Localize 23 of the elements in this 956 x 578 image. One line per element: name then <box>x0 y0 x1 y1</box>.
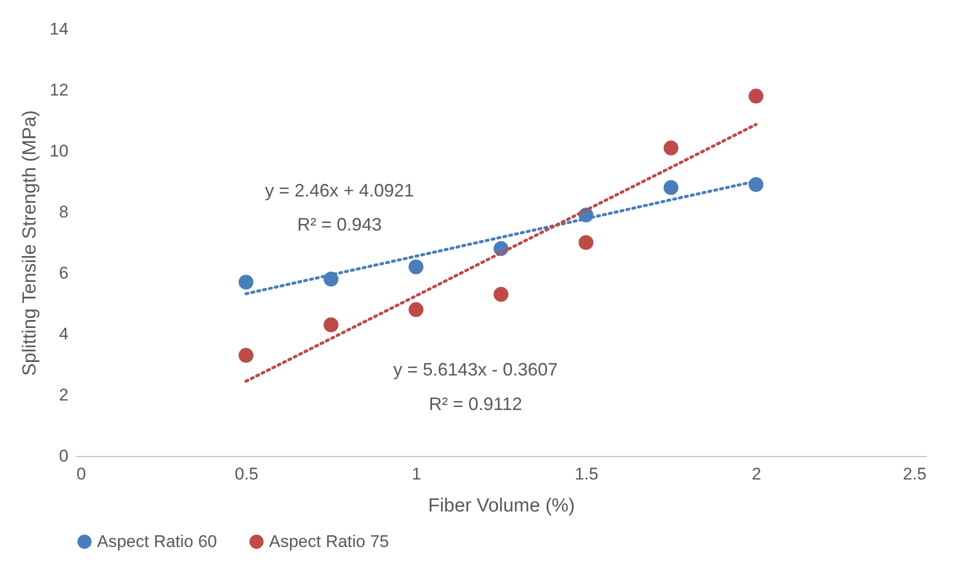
y-tick-label: 0 <box>59 446 68 466</box>
annotation: y = 2.46x + 4.0921 <box>264 180 414 200</box>
legend-label: Aspect Ratio 60 <box>97 532 218 551</box>
y-tick-label: 12 <box>50 80 68 100</box>
legend-label: Aspect Ratio 75 <box>269 532 390 551</box>
x-tick-label: 0.5 <box>234 464 258 484</box>
y-axis-title: Splitting Tensile Strength (MPa) <box>20 110 41 376</box>
y-tick-label: 8 <box>59 202 68 222</box>
y-tick-label: 10 <box>50 142 68 160</box>
y-tick-label: 4 <box>59 324 68 344</box>
annotation: R² = 0.943 <box>297 214 382 234</box>
annotation: R² = 0.9112 <box>428 394 522 414</box>
x-tick-label: 2 <box>752 464 762 484</box>
annotation: y = 5.6143x - 0.3607 <box>393 360 558 380</box>
x-tick-label: 2.5 <box>902 464 926 484</box>
x-tick-label: 1.5 <box>574 464 598 484</box>
y-tick-label: 2 <box>59 386 68 404</box>
x-tick-label: 1 <box>412 464 422 484</box>
y-tick-label: 14 <box>50 20 68 38</box>
y-tick-label: 6 <box>59 264 68 282</box>
line-series <box>244 122 758 383</box>
x-tick-label: 0 <box>76 464 86 484</box>
x-axis-title: Fiber Volume (%) <box>428 496 575 516</box>
